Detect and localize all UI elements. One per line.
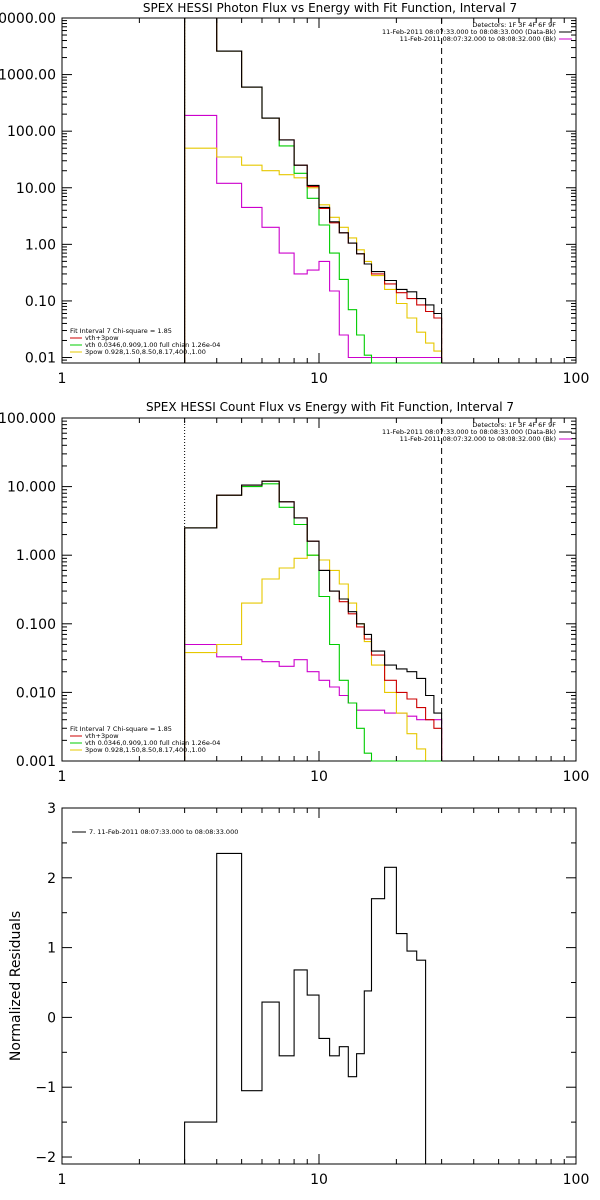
series-line <box>184 483 442 762</box>
series-line <box>184 17 442 364</box>
series-line <box>184 17 443 363</box>
y-tick-label: 0.100 <box>16 617 56 633</box>
chart-title: SPEX HESSI Photon Flux vs Energy with Fi… <box>143 1 517 15</box>
legend-entry: 3pow 0.928,1.50,8.50,8.17,400.,1.00 <box>85 348 206 356</box>
y-tick-label: 0.01 <box>25 351 56 367</box>
y-tick-label: −2 <box>35 1150 56 1166</box>
plot-frame <box>61 807 577 1165</box>
series-line <box>184 643 443 761</box>
y-tick-label: 10.000 <box>7 480 56 496</box>
y-tick-label: 1 <box>47 941 56 957</box>
y-tick-label: 0.10 <box>25 294 56 310</box>
legend-entry: 11-Feb-2011 08:07:32.000 to 08:08:32.000… <box>400 435 556 443</box>
y-tick-label: 10.00 <box>16 181 56 197</box>
fit-legend-header: Fit Interval 7 Chi-square = 1.85 <box>70 327 172 335</box>
legend-entry: vth+3pow <box>85 732 119 740</box>
y-axis-label: Normalized Residuals <box>8 911 24 1061</box>
x-tick-label: 10 <box>310 769 328 785</box>
y-tick-label: 1000.00 <box>0 68 56 84</box>
y-tick-label: 3 <box>47 801 56 817</box>
y-tick-label: 1.00 <box>25 237 56 253</box>
residuals-panel: Normalized Residuals 1 10 100 −2 −1 0 1 2 3 7. 11… <box>8 801 589 1188</box>
y-tick-label: 100.00 <box>7 124 56 140</box>
y-tick-label: 1.000 <box>16 548 56 564</box>
x-tick-label: 1 <box>58 1172 67 1188</box>
x-tick-label: 10 <box>310 371 328 387</box>
y-tick-label: 0.010 <box>16 685 56 701</box>
x-tick-label: 1 <box>58 769 67 785</box>
legend-entry: 11-Feb-2011 08:07:32.000 to 08:08:32.000… <box>400 35 556 43</box>
legend-entry: vth+3pow <box>85 334 119 342</box>
legend-entry: vth 0.0346,0.909,1.00 full chian 1.26e-0… <box>85 739 220 747</box>
series-line <box>184 480 443 761</box>
count-flux-panel: SPEX HESSI Count Flux vs Energy with Fit… <box>0 400 589 785</box>
series-line <box>184 147 443 363</box>
legend-entry: 3pow 0.928,1.50,8.50,8.17,400.,1.00 <box>85 746 206 754</box>
x-tick-label: 100 <box>563 371 590 387</box>
chart-title: SPEX HESSI Count Flux vs Energy with Fit… <box>146 400 514 414</box>
y-tick-label: −1 <box>35 1080 56 1096</box>
x-tick-label: 100 <box>563 1172 590 1188</box>
x-tick-label: 10 <box>310 1172 328 1188</box>
photon-flux-panel: SPEX HESSI Photon Flux vs Energy with Fi… <box>0 1 589 387</box>
y-tick-label: 2 <box>47 871 56 887</box>
legend-entry: 11-Feb-2011 08:07:33.000 to 08:08:33.000… <box>382 28 556 36</box>
y-tick-label: 100.000 <box>0 411 56 427</box>
legend-entry: Detectors: 1F 3F 4F 6F 9F <box>472 21 556 29</box>
y-tick-label: 10000.00 <box>0 11 56 27</box>
series-line <box>184 114 443 363</box>
fit-legend-header: Fit Interval 7 Chi-square = 1.85 <box>70 725 172 733</box>
x-tick-label: 100 <box>563 769 590 785</box>
series-line <box>184 554 442 762</box>
legend-entry: 11-Feb-2011 08:07:33.000 to 08:08:33.000… <box>382 428 556 436</box>
legend-entry: Detectors: 1F 3F 4F 6F 9F <box>472 421 556 429</box>
y-tick-label: 0.001 <box>16 754 56 770</box>
series-line <box>184 852 442 1165</box>
x-tick-label: 1 <box>58 371 67 387</box>
series-line <box>184 17 443 363</box>
legend-entry: 7. 11-Feb-2011 08:07:33.000 to 08:08:33.… <box>89 828 238 836</box>
series-line <box>184 480 443 761</box>
y-tick-label: 0 <box>47 1010 56 1026</box>
legend-entry: vth 0.0346,0.909,1.00 full chian 1.26e-0… <box>85 341 220 349</box>
